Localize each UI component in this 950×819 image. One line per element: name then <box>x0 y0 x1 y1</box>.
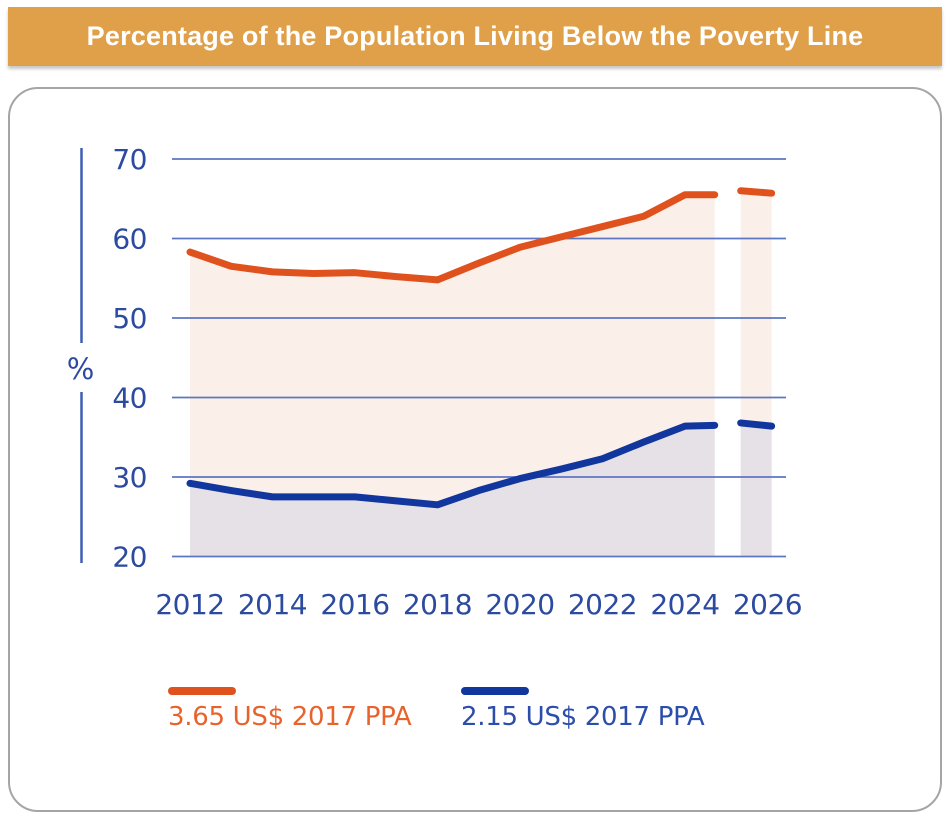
x-tick-label-2026: 2026 <box>733 588 802 621</box>
x-tick-label-2014: 2014 <box>238 588 307 621</box>
y-tick-label-30: 30 <box>112 461 147 494</box>
y-tick-label-50: 50 <box>112 302 147 335</box>
x-tick-label-2024: 2024 <box>650 588 719 621</box>
x-tick-label-2016: 2016 <box>320 588 389 621</box>
legend-item-365: 3.65 US$ 2017 PPA <box>168 687 412 732</box>
x-tick-label-2012: 2012 <box>155 588 224 621</box>
legend-item-215: 2.15 US$ 2017 PPA <box>461 687 705 732</box>
page-title: Percentage of the Population Living Belo… <box>86 21 864 51</box>
y-tick-label-60: 60 <box>112 223 147 256</box>
y-tick-label-70: 70 <box>112 143 147 176</box>
x-tick-label-2022: 2022 <box>568 588 637 621</box>
series-line-1 <box>186 421 719 509</box>
series-projection-line-0 <box>737 187 776 197</box>
x-tick-label-2018: 2018 <box>403 588 472 621</box>
y-tick-label-20: 20 <box>112 541 147 574</box>
x-tick-label-2020: 2020 <box>485 588 554 621</box>
title-bar: Percentage of the Population Living Belo… <box>8 7 942 66</box>
y-tick-label-40: 40 <box>112 382 147 415</box>
series-line-0 <box>186 191 719 284</box>
legend-label-215: 2.15 US$ 2017 PPA <box>461 702 705 732</box>
legend-swatch-365 <box>168 687 236 695</box>
series-fill-1 <box>190 425 715 557</box>
legend-label-365: 3.65 US$ 2017 PPA <box>168 702 412 732</box>
legend-swatch-215 <box>461 687 529 695</box>
y-axis-unit-label: % <box>66 352 95 386</box>
series-projection-fill-1 <box>740 422 772 557</box>
series-projection-line-1 <box>737 419 776 430</box>
